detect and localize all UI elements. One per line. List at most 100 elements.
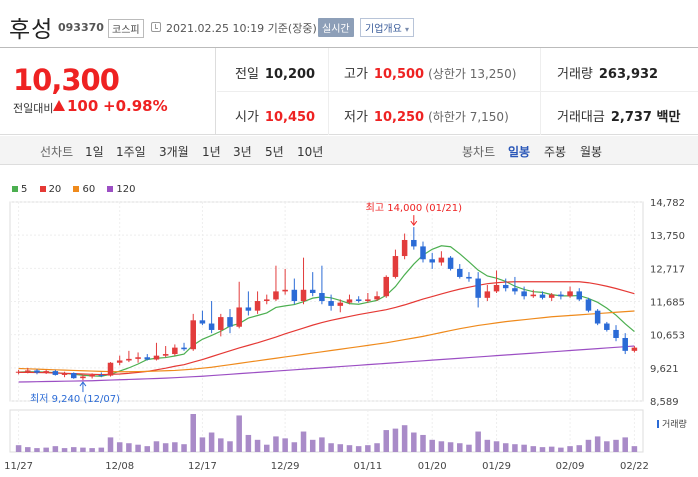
x-tick-label: 11/27 [4, 461, 33, 472]
candle-body [153, 355, 160, 360]
candle-body [43, 371, 49, 373]
x-tick-label: 02/09 [556, 461, 585, 472]
volume-bar [401, 425, 408, 452]
y-tick-label: 14,782 [650, 198, 685, 209]
volume-bar [162, 443, 169, 452]
volume-bar [319, 437, 325, 452]
low-arrow-head [79, 381, 87, 387]
period-selector-bar: 선차트 1일 1주일 3개월 1년 3년 5년 10년 봉차트 일봉 주봉 월봉 [0, 136, 698, 165]
candle-body [521, 291, 527, 297]
candle-body [613, 329, 619, 338]
chart-axes: 14,782 13,750 12,717 11,685 10,653 9,621 8,589… [4, 198, 687, 472]
x-tick-label: 01/20 [418, 461, 447, 472]
low-value: 10,250 [373, 110, 425, 125]
candle-body [144, 357, 151, 360]
quote-panel: 10,300 전일대비 100 +0.98% 전일 10,200 고가 10,500… [0, 47, 698, 135]
volume-bar [98, 447, 105, 452]
candle-monthly[interactable]: 월봉 [580, 145, 603, 159]
volume-bar [199, 437, 206, 452]
candle-body [52, 371, 59, 375]
candle-body [355, 299, 362, 302]
prev-close-row: 전일 10,200 [235, 63, 315, 82]
candle-body [181, 347, 187, 350]
range-10y[interactable]: 10년 [297, 145, 324, 159]
open-value: 10,450 [264, 110, 316, 125]
current-price: 10,300 [13, 63, 120, 97]
candle-body [309, 289, 316, 294]
candle-body [447, 257, 454, 269]
price-chart[interactable]: 14,782 13,750 12,717 11,685 10,653 9,621 8,589… [0, 180, 698, 477]
candle-body [126, 358, 132, 361]
candle-body [484, 291, 491, 298]
volume-bar [282, 438, 288, 452]
candle-body [567, 291, 573, 297]
candle-body [135, 357, 141, 359]
volume-bar [594, 436, 601, 452]
range-1w[interactable]: 1주일 [116, 145, 146, 159]
candle-body [328, 301, 334, 306]
high-label: 고가 [344, 67, 368, 82]
candle-body [530, 294, 537, 297]
volume-bar [346, 445, 353, 452]
candle-body [594, 310, 601, 324]
clock-icon [151, 22, 161, 32]
candle-chart-label: 봉차트 [462, 145, 496, 159]
volume-bar [429, 439, 435, 452]
divider [217, 91, 698, 92]
high-annotation: 최고 14,000 (01/21) [366, 202, 462, 214]
candle-body [98, 374, 105, 376]
high-row: 고가 10,500 (상한가 13,250) [344, 63, 516, 82]
volume-bar [447, 442, 454, 452]
company-overview-dropdown[interactable]: 기업개요 ▾ [360, 18, 415, 37]
range-1d[interactable]: 1일 [85, 145, 104, 159]
volume-bar [576, 445, 583, 452]
high-arrow-head [410, 220, 418, 226]
x-tick-label: 01/29 [482, 461, 511, 472]
low-label: 저가 [344, 110, 368, 125]
candle-body [622, 337, 628, 351]
x-tick-label: 12/17 [188, 461, 217, 472]
volume-frame [9, 409, 644, 453]
legend-item-ma60: 60 [73, 184, 95, 195]
chevron-down-icon: ▾ [405, 25, 410, 34]
candle-body [493, 284, 500, 292]
chart-legend: 5 20 60 120 [12, 184, 145, 195]
y-tick-label: 13,750 [650, 231, 685, 242]
legend-swatch [73, 186, 80, 192]
candle-body [34, 370, 40, 373]
candle-body [291, 289, 298, 302]
candle-body [457, 268, 463, 277]
legend-item-ma120: 120 [107, 184, 136, 195]
candle-weekly[interactable]: 주봉 [544, 145, 567, 159]
current-price-box: 10,300 전일대비 100 +0.98% [0, 48, 216, 135]
volume-bar [604, 441, 610, 452]
volume-bar [493, 441, 500, 452]
candle-body [254, 301, 261, 311]
candle-body [236, 307, 242, 327]
legend-swatch [107, 186, 114, 192]
range-3y[interactable]: 3년 [233, 145, 252, 159]
volume-bar [61, 448, 68, 452]
amount-value: 2,737 백만 [610, 110, 681, 125]
y-tick-label: 8,589 [650, 397, 679, 408]
volume-bar [355, 446, 362, 452]
candle-daily[interactable]: 일봉 [508, 145, 531, 159]
volume-bar [144, 446, 151, 452]
y-tick-label: 12,717 [650, 264, 685, 275]
volume-bar [25, 447, 31, 452]
high-value: 10,500 [373, 67, 425, 82]
lower-limit: (하한가 7,150) [428, 110, 509, 124]
candle-body [346, 299, 353, 303]
ma-line-60 [18, 310, 635, 373]
volume-bar [227, 441, 233, 452]
y-tick-label: 9,621 [650, 364, 679, 375]
volume-bar [328, 443, 334, 452]
realtime-button[interactable]: 실시간 [318, 18, 354, 37]
legend-label: 120 [116, 184, 136, 195]
volume-bar [89, 448, 95, 452]
range-5y[interactable]: 5년 [265, 145, 284, 159]
range-3m[interactable]: 3개월 [159, 145, 189, 159]
chart-annotations: 최고 14,000 (01/21) 최저 9,240 (12/07) [30, 202, 462, 405]
candle-body [548, 294, 555, 298]
range-1y[interactable]: 1년 [202, 145, 221, 159]
